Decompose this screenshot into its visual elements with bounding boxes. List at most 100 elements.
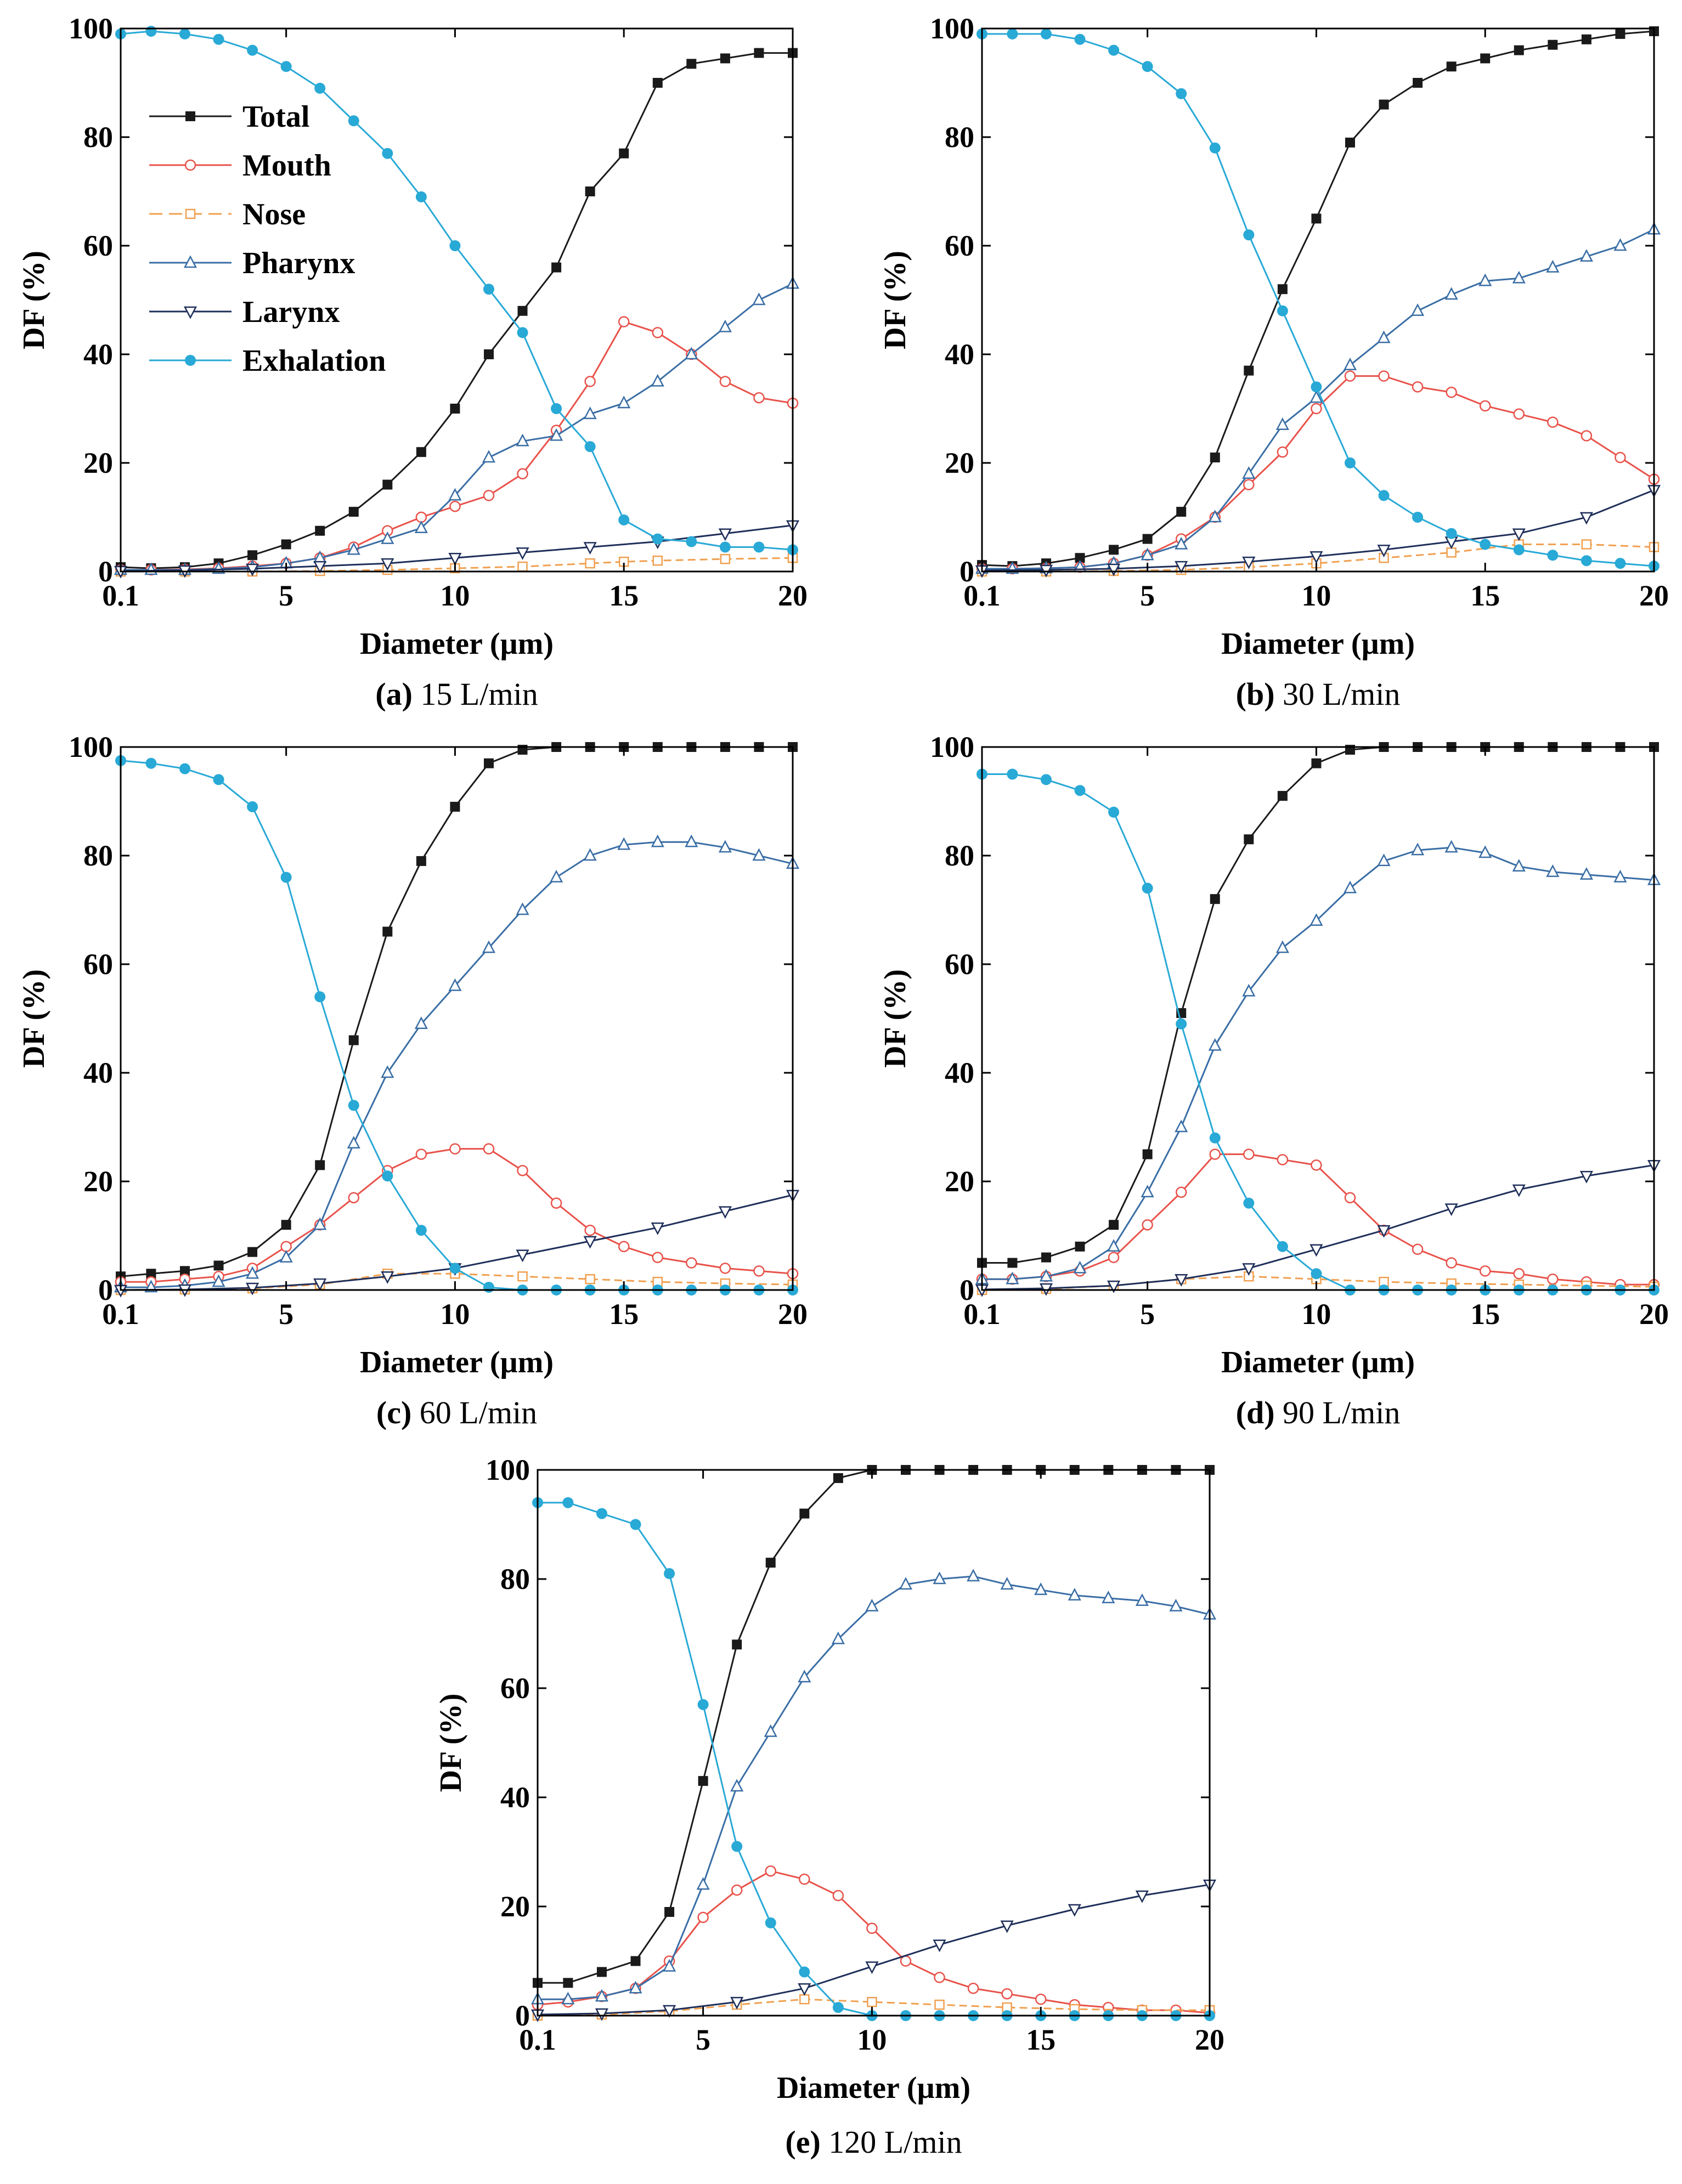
data-point-exhalation — [382, 148, 393, 159]
x-tick-label: 15 — [1470, 579, 1500, 612]
data-point-mouth — [1277, 1154, 1289, 1165]
data-point-pharynx — [1310, 913, 1323, 926]
data-point-total — [686, 59, 697, 69]
data-point-total — [619, 148, 629, 159]
x-tick-label: 10 — [857, 2023, 887, 2056]
x-axis-label: Diameter (µm) — [1221, 1345, 1415, 1379]
data-point-mouth — [1479, 400, 1491, 412]
data-point-total — [1176, 507, 1187, 517]
data-point-total — [1244, 834, 1254, 845]
data-point-pharynx — [617, 395, 631, 409]
y-axis-label: DF (%) — [434, 1694, 468, 1792]
data-point-exhalation — [348, 115, 359, 127]
data-point-exhalation — [1547, 550, 1559, 561]
data-point-larynx — [516, 547, 529, 561]
data-point-mouth — [765, 1865, 776, 1877]
data-point-mouth — [1344, 1192, 1356, 1203]
x-axis-label: Diameter (µm) — [360, 1345, 554, 1379]
plot-frame — [537, 1469, 1211, 2017]
y-tick-label: 80 — [500, 1563, 530, 1595]
data-point-mouth — [1311, 403, 1322, 415]
data-point-pharynx — [1579, 867, 1593, 880]
data-point-mouth — [1446, 387, 1457, 398]
data-point-pharynx — [414, 520, 428, 534]
chart-panel: 0 20 40 60 80 100 0.1 5 10 15 20 Diameter (µm) DF (%… — [878, 12, 1669, 712]
data-point-pharynx — [1068, 1588, 1081, 1601]
data-point-exhalation — [280, 61, 292, 72]
data-point-mouth — [967, 1983, 979, 1994]
data-point-larynx — [1242, 1263, 1256, 1276]
data-point-exhalation — [280, 872, 292, 883]
legend-label: Nose — [242, 197, 306, 231]
data-point-exhalation — [686, 536, 697, 547]
data-point-exhalation — [247, 801, 258, 812]
series-total — [977, 742, 1659, 1268]
data-point-exhalation — [1378, 490, 1390, 501]
data-point-total — [179, 1266, 190, 1276]
y-tick-label: 40 — [500, 1781, 530, 1814]
data-point-exhalation — [1209, 1132, 1221, 1144]
data-point-larynx — [1310, 551, 1323, 564]
data-point-exhalation — [415, 191, 427, 202]
data-point-larynx — [583, 1236, 597, 1249]
data-point-total — [1210, 452, 1220, 463]
data-point-total — [1345, 137, 1355, 148]
data-point-mouth — [1378, 370, 1390, 382]
data-point-total — [382, 479, 393, 490]
data-point-pharynx — [1175, 536, 1188, 550]
data-point-mouth — [483, 1143, 495, 1155]
data-point-exhalation — [1176, 1018, 1187, 1029]
data-point-larynx — [1175, 1274, 1188, 1287]
data-point-exhalation — [314, 991, 326, 1003]
data-point-pharynx — [1107, 1239, 1121, 1252]
data-point-mouth — [697, 1911, 709, 1923]
panel-caption-tag: (c) — [376, 1395, 411, 1430]
data-point-pharynx — [1411, 842, 1425, 856]
data-point-mouth — [348, 1192, 359, 1203]
data-point-total — [732, 1639, 742, 1650]
legend-label: Exhalation — [242, 344, 386, 378]
panel-caption: (a) 15 L/min — [375, 676, 538, 712]
data-point-mouth — [719, 376, 731, 387]
data-point-exhalation — [562, 1497, 574, 1508]
data-point-pharynx — [1613, 238, 1627, 251]
data-point-total — [1514, 45, 1524, 55]
x-tick-label: 15 — [1470, 1298, 1500, 1331]
data-point-larynx — [1107, 1280, 1121, 1293]
data-point-pharynx — [764, 1724, 777, 1737]
data-point-pharynx — [1135, 1593, 1149, 1606]
data-point-pharynx — [718, 319, 732, 332]
data-point-larynx — [1579, 512, 1593, 525]
data-point-total — [416, 856, 426, 866]
panel-caption: (b) 30 L/min — [1236, 676, 1401, 712]
x-tick-label: 5 — [696, 2023, 710, 2056]
data-point-total — [483, 758, 494, 768]
data-point-pharynx — [1343, 880, 1357, 893]
series-line-exhalation — [982, 33, 1655, 567]
series-line-mouth — [982, 1153, 1654, 1286]
data-point-mouth — [1035, 1993, 1047, 2005]
data-point-exhalation — [517, 327, 528, 338]
data-point-mouth — [584, 376, 596, 387]
y-tick-label: 60 — [945, 229, 974, 262]
data-point-pharynx — [482, 450, 496, 463]
data-point-total — [563, 1978, 573, 1988]
y-tick-label: 20 — [945, 446, 974, 479]
data-point-exhalation — [697, 1699, 709, 1710]
legend-item-exhalation: Exhalation — [149, 344, 386, 378]
data-point-mouth — [1277, 446, 1289, 458]
x-tick-label: 20 — [778, 1298, 808, 1331]
data-point-exhalation — [1277, 1241, 1288, 1252]
legend-label: Total — [242, 100, 309, 134]
plot-frame — [120, 27, 794, 573]
data-point-exhalation — [1007, 768, 1018, 780]
x-tick-label: 10 — [1301, 579, 1331, 612]
series-line-nose — [121, 557, 793, 573]
data-point-pharynx — [246, 1266, 259, 1279]
data-point-exhalation — [1446, 528, 1457, 539]
data-point-nose — [799, 1994, 810, 2005]
data-point-pharynx — [1377, 330, 1391, 343]
data-point-mouth — [1412, 381, 1424, 393]
data-point-pharynx — [899, 1577, 913, 1590]
data-point-total — [765, 1558, 776, 1568]
